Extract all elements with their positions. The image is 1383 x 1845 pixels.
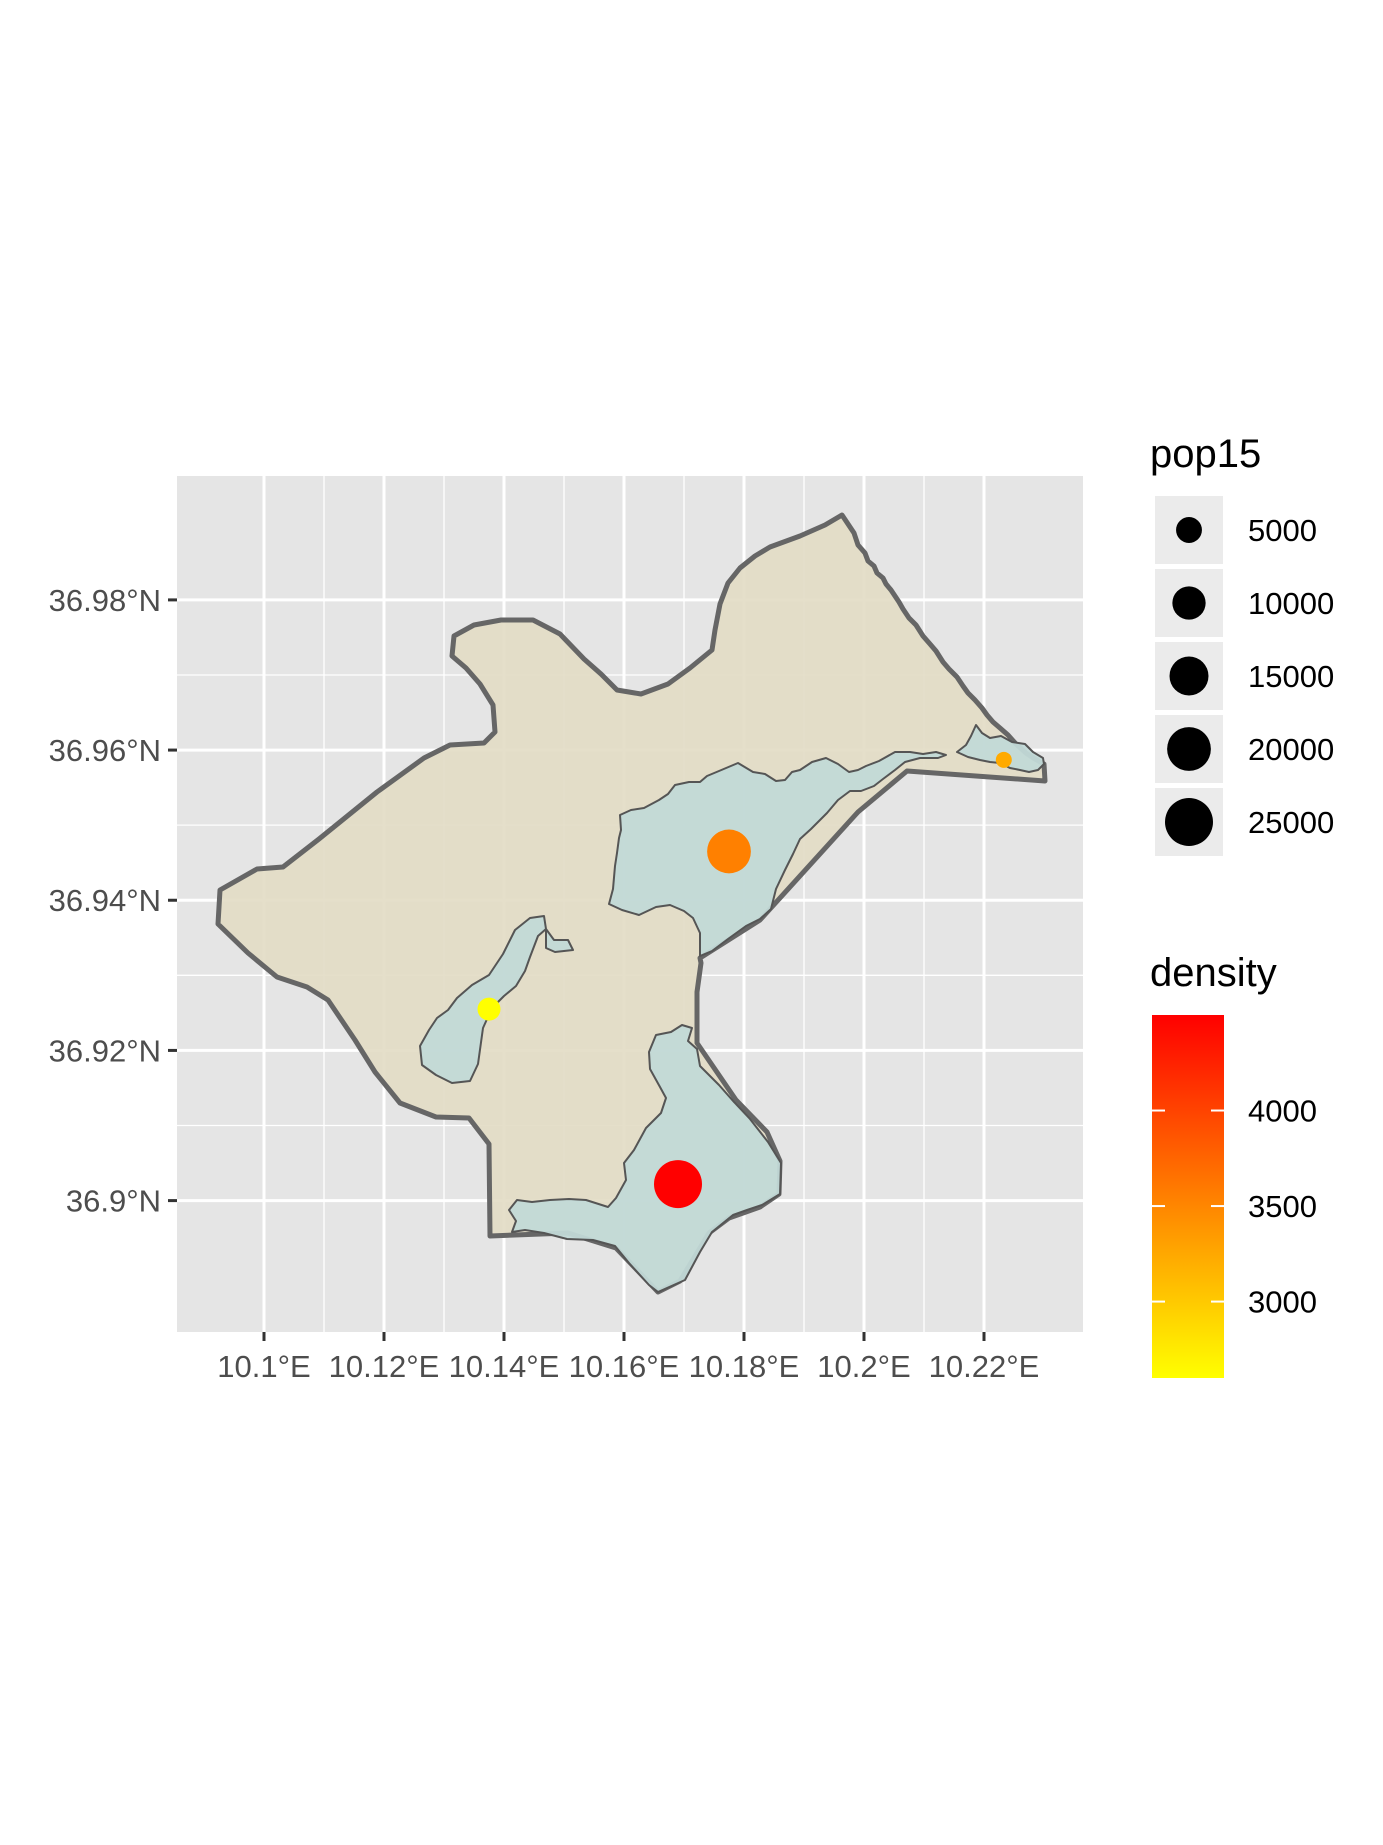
x-tick-label-6: 10.22°E — [929, 1349, 1040, 1384]
y-axis: 36.9°N 36.92°N 36.94°N 36.96°N 36.98°N — [49, 583, 177, 1219]
y-tick-label-2: 36.94°N — [49, 883, 161, 918]
size-legend-key-1 — [1172, 586, 1206, 620]
size-legend-label-4: 25000 — [1248, 805, 1334, 840]
color-legend-label-0: 3000 — [1248, 1285, 1317, 1320]
size-legend-title: pop15 — [1150, 432, 1261, 476]
size-legend-keys: 5000 10000 15000 20000 25000 — [1155, 496, 1334, 856]
population-point-3 — [995, 751, 1012, 768]
x-tick-label-0: 10.1°E — [217, 1349, 310, 1384]
size-legend-key-2 — [1169, 656, 1209, 696]
x-tick-label-2: 10.14°E — [449, 1349, 560, 1384]
inner-zone-center — [608, 751, 947, 957]
x-tick-label-4: 10.18°E — [689, 1349, 800, 1384]
population-points — [477, 751, 1012, 1209]
population-point-0 — [477, 997, 501, 1021]
size-legend-label-0: 5000 — [1248, 513, 1317, 548]
color-legend-label-2: 4000 — [1248, 1094, 1317, 1129]
color-legend: density 3000 3500 4000 — [1150, 951, 1317, 1378]
y-tick-label-3: 36.96°N — [49, 733, 161, 768]
size-legend-label-3: 20000 — [1248, 732, 1334, 767]
x-tick-label-5: 10.2°E — [817, 1349, 910, 1384]
color-legend-bar — [1152, 1015, 1224, 1378]
size-legend-key-0 — [1176, 517, 1202, 543]
inner-zone-east — [956, 724, 1045, 773]
size-legend-key-4 — [1165, 798, 1213, 846]
size-legend: pop15 5000 10000 15000 20000 25000 — [1150, 432, 1334, 856]
population-point-1 — [707, 829, 751, 874]
inner-zone-south — [508, 1024, 782, 1293]
x-tick-label-3: 10.16°E — [569, 1349, 680, 1384]
x-axis: 10.1°E 10.12°E 10.14°E 10.16°E 10.18°E 10.2°E… — [217, 1332, 1039, 1384]
color-legend-label-1: 3500 — [1248, 1189, 1317, 1224]
y-tick-label-0: 36.9°N — [66, 1184, 161, 1219]
color-legend-ticks: 3000 3500 4000 — [1152, 1094, 1317, 1320]
size-legend-label-2: 15000 — [1248, 659, 1334, 694]
size-legend-key-3 — [1167, 727, 1211, 771]
inner-zone-west — [419, 915, 574, 1084]
x-tick-label-1: 10.12°E — [329, 1349, 440, 1384]
y-tick-label-1: 36.92°N — [49, 1033, 161, 1068]
population-point-2 — [654, 1160, 702, 1209]
color-legend-title: density — [1150, 951, 1277, 995]
size-legend-label-1: 10000 — [1248, 586, 1334, 621]
y-tick-label-4: 36.98°N — [49, 583, 161, 618]
